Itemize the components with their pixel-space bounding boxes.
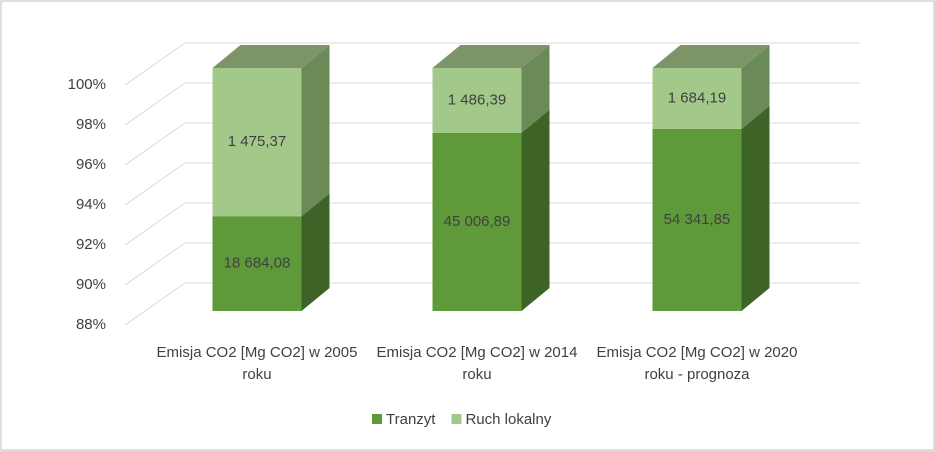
data-label: 45 006,89 xyxy=(444,213,511,230)
data-label: 18 684,08 xyxy=(224,255,291,272)
data-label: 1 486,39 xyxy=(448,91,506,108)
legend-swatch xyxy=(451,414,462,424)
y-tick-label: 94% xyxy=(76,196,106,213)
bar-side xyxy=(521,109,550,311)
grid-line-diagonal xyxy=(124,242,186,286)
bar-side xyxy=(521,45,550,133)
bar-top xyxy=(432,45,550,68)
y-tick-label: 88% xyxy=(76,316,106,333)
data-label: 1 475,37 xyxy=(228,133,286,150)
legend-label: Ruch lokalny xyxy=(465,411,551,428)
legend-label: Tranzyt xyxy=(386,411,436,428)
data-label: 1 684,19 xyxy=(668,89,726,106)
bar xyxy=(212,68,302,217)
grid-line-diagonal xyxy=(124,162,186,206)
grid-line-diagonal xyxy=(124,42,186,86)
x-tick-label: Emisja CO2 [Mg CO2] w 2020 roku - progno… xyxy=(596,344,798,383)
y-tick-label: 98% xyxy=(76,116,106,133)
bar-top xyxy=(212,45,330,68)
grid-line-diagonal xyxy=(124,202,186,246)
bar-side xyxy=(741,105,770,312)
bar xyxy=(432,132,522,311)
grid-line-diagonal xyxy=(124,82,186,126)
bar xyxy=(652,128,742,311)
x-tick-label: Emisja CO2 [Mg CO2] w 2014 roku xyxy=(376,344,578,383)
bar-side xyxy=(301,193,330,311)
y-tick-label: 100% xyxy=(68,76,106,93)
y-tick-label: 92% xyxy=(76,236,106,253)
bar xyxy=(212,216,302,311)
legend-swatch xyxy=(372,414,382,424)
bar-top xyxy=(652,45,770,68)
x-tick-label: Emisja CO2 [Mg CO2] w 2005 roku xyxy=(156,344,358,383)
y-tick-label: 90% xyxy=(76,276,106,293)
bar-side xyxy=(301,45,330,217)
grid-line-diagonal xyxy=(124,122,186,166)
bar xyxy=(652,68,742,129)
y-tick-label: 96% xyxy=(76,156,106,173)
bar-side xyxy=(741,45,770,129)
grid-line-diagonal xyxy=(124,282,186,326)
data-label: 54 341,85 xyxy=(664,211,731,228)
bar xyxy=(432,68,522,133)
